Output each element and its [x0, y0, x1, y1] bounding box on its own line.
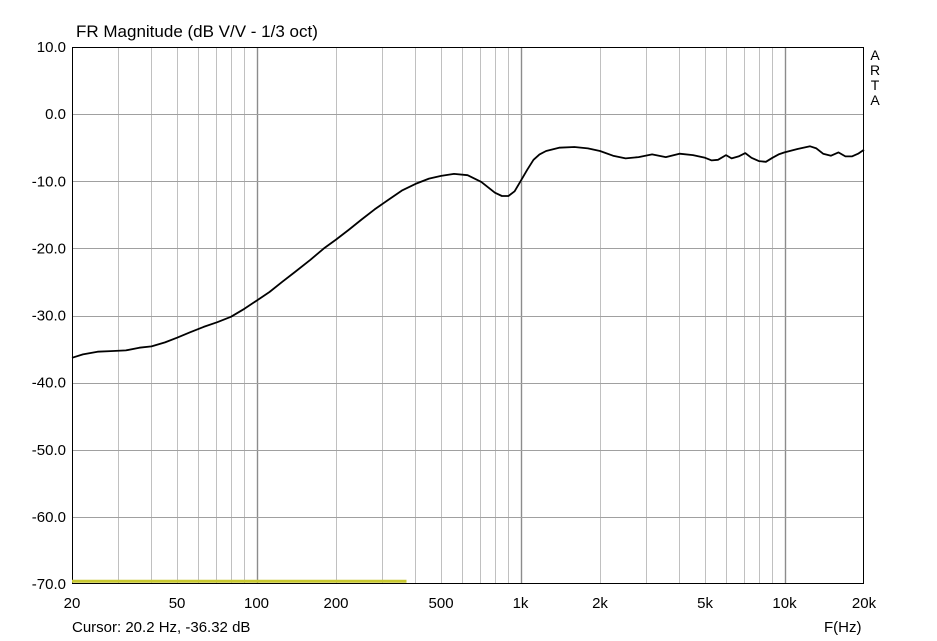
x-tick-label: 20k	[852, 595, 877, 612]
arta-letter: A	[870, 47, 880, 63]
y-axis-ticks: 10.0 0.0 -10.0 -20.0 -30.0 -40.0 -50.0 -60.0 -70…	[32, 39, 66, 593]
arta-watermark: A R T A	[868, 48, 882, 108]
plot-area-border	[72, 47, 864, 584]
x-tick-label: 5k	[697, 595, 713, 612]
arta-letter: A	[870, 92, 880, 108]
y-tick-label: -50.0	[32, 442, 66, 459]
x-tick-label: 50	[169, 595, 186, 612]
x-tick-label: 1k	[513, 595, 529, 612]
y-tick-label: 0.0	[45, 106, 66, 123]
y-tick-label: -60.0	[32, 509, 66, 526]
data-series	[71, 145, 865, 583]
y-tick-label: 10.0	[37, 39, 66, 56]
x-tick-label: 2k	[592, 595, 608, 612]
x-tick-label: 500	[429, 595, 454, 612]
arta-letter: R	[869, 62, 881, 78]
x-tick-label: 100	[244, 595, 269, 612]
y-tick-label: -40.0	[32, 375, 66, 392]
frequency-response-curve	[71, 145, 865, 359]
arta-letter: T	[870, 77, 880, 93]
y-tick-label: -10.0	[32, 173, 66, 190]
chart-title: FR Magnitude (dB V/V - 1/3 oct)	[76, 22, 318, 41]
y-tick-label: -20.0	[32, 240, 66, 257]
x-axis-unit-label: F(Hz)	[824, 619, 862, 636]
x-tick-label: 20	[64, 595, 81, 612]
x-tick-label: 200	[323, 595, 348, 612]
x-axis-ticks: 20 50 100 200 500 1k 2k 5k 10k 20k	[64, 595, 877, 612]
grid-lines	[72, 47, 864, 584]
y-tick-label: -70.0	[32, 576, 66, 593]
x-tick-label: 10k	[772, 595, 797, 612]
cursor-readout: Cursor: 20.2 Hz, -36.32 dB	[72, 619, 251, 636]
y-tick-label: -30.0	[32, 308, 66, 325]
